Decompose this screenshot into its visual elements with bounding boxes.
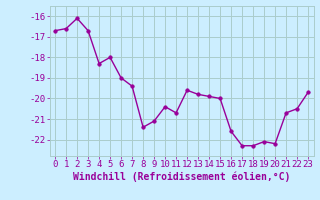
X-axis label: Windchill (Refroidissement éolien,°C): Windchill (Refroidissement éolien,°C): [73, 172, 290, 182]
